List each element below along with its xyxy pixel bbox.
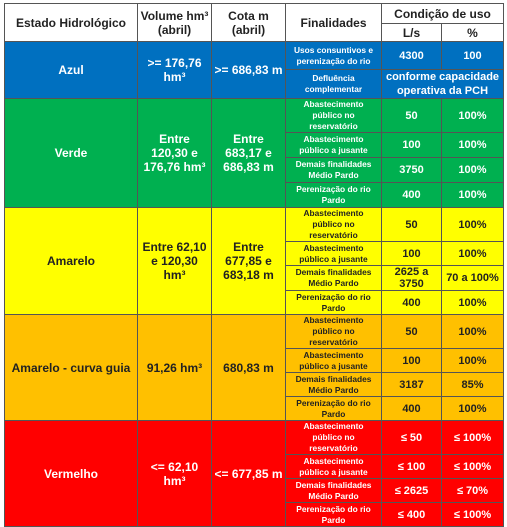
estado-vermelho: Vermelho [4, 420, 138, 527]
row-curva-1: Amarelo - curva guia 91,26 hm³ 680,83 m … [4, 314, 504, 421]
row-vermelho-2: Abastecimento público a jusante ≤ 100 ≤ … [5, 454, 504, 479]
row-azul-2: Defluência complementar conforme capacid… [5, 69, 504, 99]
volume-amarelo: Entre 62,10 e 120,30 hm³ [137, 207, 212, 315]
pct-vermelho-2: ≤ 100% [441, 454, 504, 479]
pct-curva-2: 100% [441, 348, 504, 373]
subheader-row: L/s % [5, 23, 504, 42]
estado-verde: Verde [4, 98, 138, 208]
pct-vermelho-4: ≤ 100% [441, 502, 504, 527]
pct-amarelo-1: 100% [441, 207, 504, 242]
pct-amarelo-2: 100% [441, 241, 504, 266]
cota-curva-guia: 680,83 m [211, 314, 286, 421]
finalidade-verde-2: Abastecimento público a jusante [285, 132, 382, 158]
finalidade-vermelho-1: Abastecimento público no reservatório [285, 420, 382, 455]
ls-amarelo-4: 400 [381, 290, 442, 315]
pct-verde-1: 100% [441, 98, 504, 133]
row-azul-1: Azul >= 176,76 hm³ >= 686,83 m Usos cons… [4, 41, 504, 99]
row-amarelo-2: Abastecimento público a jusante 100 100% [5, 241, 504, 266]
hydrological-state-table: Estado Hidrológico Volume hm³ (abril) Co… [4, 3, 504, 527]
pct-amarelo-4: 100% [441, 290, 504, 315]
ls-azul-1: 4300 [381, 41, 442, 70]
estado-curva-guia: Amarelo - curva guia [4, 314, 138, 421]
ls-vermelho-1: ≤ 50 [381, 420, 442, 455]
header-row: Estado Hidrológico Volume hm³ (abril) Co… [4, 3, 504, 42]
pct-amarelo-3: 70 a 100% [441, 265, 504, 291]
pct-vermelho-1: ≤ 100% [441, 420, 504, 455]
row-amarelo-1: Amarelo Entre 62,10 e 120,30 hm³ Entre 6… [4, 207, 504, 315]
ls-verde-1: 50 [381, 98, 442, 133]
finalidade-verde-1: Abastecimento público no reservatório [285, 98, 382, 133]
ls-vermelho-3: ≤ 2625 [381, 478, 442, 503]
finalidade-curva-1: Abastecimento público no reservatório [285, 314, 382, 349]
ls-curva-2: 100 [381, 348, 442, 373]
finalidade-azul-2: Defluência complementar [285, 69, 382, 99]
pct-verde-4: 100% [441, 182, 504, 208]
header-estado: Estado Hidrológico [4, 3, 138, 42]
pct-azul-1: 100 [441, 41, 504, 70]
volume-vermelho: <= 62,10 hm³ [137, 420, 212, 527]
ls-vermelho-4: ≤ 400 [381, 502, 442, 527]
pct-curva-3: 85% [441, 372, 504, 397]
cota-vermelho: <= 677,85 m [211, 420, 286, 527]
volume-verde: Entre 120,30 e 176,76 hm³ [137, 98, 212, 208]
estado-amarelo: Amarelo [4, 207, 138, 315]
pct-verde-3: 100% [441, 157, 504, 183]
finalidade-vermelho-3: Demais finalidades Médio Pardo [285, 478, 382, 503]
finalidade-curva-4: Perenização do rio Pardo [285, 396, 382, 421]
finalidade-amarelo-3: Demais finalidades Médio Pardo [285, 265, 382, 291]
finalidade-curva-2: Abastecimento público a jusante [285, 348, 382, 373]
header-condicao: Condição de uso [381, 3, 504, 24]
finalidade-vermelho-2: Abastecimento público a jusante [285, 454, 382, 479]
volume-curva-guia: 91,26 hm³ [137, 314, 212, 421]
row-verde-1: Verde Entre 120,30 e 176,76 hm³ Entre 68… [4, 98, 504, 208]
ls-vermelho-2: ≤ 100 [381, 454, 442, 479]
ls-amarelo-1: 50 [381, 207, 442, 242]
finalidade-curva-3: Demais finalidades Médio Pardo [285, 372, 382, 397]
finalidade-azul-1: Usos consuntivos e perenização do rio [285, 41, 382, 70]
estado-azul: Azul [4, 41, 138, 99]
finalidade-verde-4: Perenização do rio Pardo [285, 182, 382, 208]
row-verde-4: Perenização do rio Pardo 400 100% [5, 182, 504, 208]
header-volume: Volume hm³ (abril) [137, 3, 212, 42]
header-finalidades: Finalidades [285, 3, 382, 42]
volume-azul: >= 176,76 hm³ [137, 41, 212, 99]
finalidade-amarelo-2: Abastecimento público a jusante [285, 241, 382, 266]
finalidade-verde-3: Demais finalidades Médio Pardo [285, 157, 382, 183]
finalidade-vermelho-4: Perenização do rio Pardo [285, 502, 382, 527]
row-curva-4: Perenização do rio Pardo 400 100% [5, 396, 504, 421]
row-vermelho-1: Vermelho <= 62,10 hm³ <= 677,85 m Abaste… [4, 420, 504, 527]
cota-amarelo: Entre 677,85 e 683,18 m [211, 207, 286, 315]
ls-curva-4: 400 [381, 396, 442, 421]
finalidade-amarelo-1: Abastecimento público no reservatório [285, 207, 382, 242]
ls-curva-3: 3187 [381, 372, 442, 397]
header-pct: % [441, 23, 504, 42]
row-verde-2: Abastecimento público a jusante 100 100% [5, 132, 504, 158]
row-curva-2: Abastecimento público a jusante 100 100% [5, 348, 504, 373]
header-ls: L/s [381, 23, 442, 42]
ls-amarelo-2: 100 [381, 241, 442, 266]
cota-azul: >= 686,83 m [211, 41, 286, 99]
finalidade-amarelo-4: Perenização do rio Pardo [285, 290, 382, 315]
pct-verde-2: 100% [441, 132, 504, 158]
ls-verde-2: 100 [381, 132, 442, 158]
ls-amarelo-3: 2625 a 3750 [381, 265, 442, 291]
ls-verde-4: 400 [381, 182, 442, 208]
ls-curva-1: 50 [381, 314, 442, 349]
condicao-azul-2: conforme capacidade operativa da PCH [381, 69, 504, 99]
pct-vermelho-3: ≤ 70% [441, 478, 504, 503]
pct-curva-4: 100% [441, 396, 504, 421]
pct-curva-1: 100% [441, 314, 504, 349]
row-verde-3: Demais finalidades Médio Pardo 3750 100% [5, 157, 504, 183]
cota-verde: Entre 683,17 e 686,83 m [211, 98, 286, 208]
header-cota: Cota m (abril) [211, 3, 286, 42]
ls-verde-3: 3750 [381, 157, 442, 183]
